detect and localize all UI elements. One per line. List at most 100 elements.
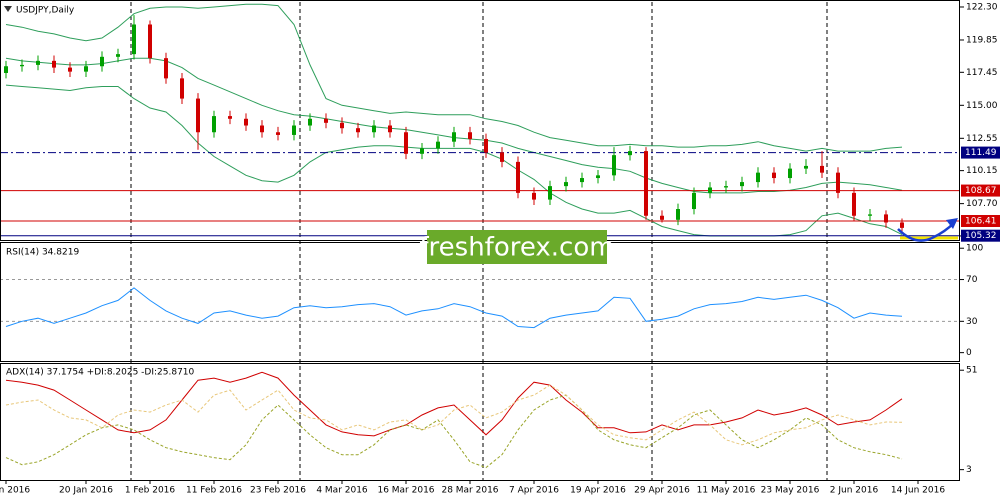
candle-body xyxy=(388,125,392,133)
series-line xyxy=(5,384,903,446)
candle-body xyxy=(164,58,168,79)
y-tick-label: 115.00 xyxy=(966,101,998,111)
candle-body xyxy=(4,66,8,73)
candle-body xyxy=(820,165,824,173)
adx-title: ADX(14) 37.1754 +DI:8.2025 -DI:25.8710 xyxy=(6,368,195,378)
candle-body xyxy=(836,172,840,193)
x-tick-label: 11 Feb 2016 xyxy=(186,486,242,496)
x-tick-label: 29 Apr 2016 xyxy=(634,486,690,496)
candle-body xyxy=(884,214,888,223)
y-tick-label: 70 xyxy=(966,275,978,285)
candle-body xyxy=(260,125,264,133)
candle-body xyxy=(404,132,408,154)
candle-body xyxy=(868,214,872,216)
candle-body xyxy=(580,178,584,183)
price-title: USDJPY,Daily xyxy=(16,6,75,16)
x-tick-label: 4 Mar 2016 xyxy=(316,486,368,496)
candle-body xyxy=(244,118,248,126)
candle-body xyxy=(500,152,504,162)
x-tick-label: 11 May 2016 xyxy=(697,486,756,496)
x-tick-label: 7 Apr 2016 xyxy=(509,486,559,496)
candle-body xyxy=(340,122,344,129)
level-label: 108.67 xyxy=(965,186,997,196)
y-tick-label: 100 xyxy=(966,244,983,254)
candle-body xyxy=(660,215,664,220)
candle-body xyxy=(36,60,40,65)
candle-body xyxy=(756,172,760,183)
x-tick-label: 23 May 2016 xyxy=(761,486,820,496)
x-tick-label: 16 Mar 2016 xyxy=(377,486,434,496)
forecast-arrow xyxy=(897,221,956,242)
candle-body xyxy=(644,151,648,216)
level-tag xyxy=(961,229,1000,242)
candle-body xyxy=(420,148,424,154)
candle-body xyxy=(564,182,568,187)
candle-body xyxy=(468,132,472,139)
x-tick-label: 23 Feb 2016 xyxy=(250,486,306,496)
candle-body xyxy=(708,187,712,193)
candle-body xyxy=(532,192,536,200)
rsi-title: RSI(14) 34.8219 xyxy=(6,248,79,258)
candle-body xyxy=(228,116,232,119)
x-tick-label: 1 Feb 2016 xyxy=(125,486,176,496)
candle-body xyxy=(484,138,488,153)
candle-body xyxy=(900,222,904,228)
x-tick-label: 14 Jun 2016 xyxy=(891,486,945,496)
watermark: freshforex.com xyxy=(419,233,614,263)
candle-body xyxy=(596,175,600,179)
level-tag xyxy=(961,146,1000,159)
candle-body xyxy=(548,186,552,200)
candle-body xyxy=(308,118,312,126)
y-tick-label: 107.70 xyxy=(966,199,998,209)
candle-body xyxy=(676,209,680,220)
candle-body xyxy=(84,66,88,72)
y-tick-label: 122.30 xyxy=(966,2,998,12)
x-tick-label: 28 Mar 2016 xyxy=(441,486,498,496)
candle-body xyxy=(628,151,632,156)
candle-body xyxy=(196,98,200,133)
y-tick-label: 112.55 xyxy=(966,134,998,144)
candle-body xyxy=(772,172,776,179)
level-label: 111.49 xyxy=(965,148,997,158)
candle-body xyxy=(372,125,376,133)
candle-body xyxy=(212,116,216,133)
level-tag xyxy=(961,215,1000,228)
x-tick-label: 8 Jan 2016 xyxy=(0,486,30,496)
candle-body xyxy=(20,64,24,67)
candle-body xyxy=(180,78,184,99)
candle-body xyxy=(452,132,456,142)
candle-body xyxy=(852,192,856,216)
candle-body xyxy=(612,155,616,176)
candle-body xyxy=(132,24,136,55)
panel-icon xyxy=(4,6,12,12)
candle-body xyxy=(276,132,280,135)
candle-body xyxy=(804,165,808,169)
level-tag xyxy=(961,184,1000,197)
y-tick-label: 51 xyxy=(966,366,977,376)
series-line xyxy=(5,3,903,152)
level-label: 105.32 xyxy=(965,231,997,241)
candle-body xyxy=(116,54,120,57)
series-line xyxy=(5,287,903,329)
candle-body xyxy=(292,125,296,135)
candle-body xyxy=(100,56,104,67)
y-tick-label: 117.45 xyxy=(966,68,998,78)
candle-body xyxy=(324,118,328,123)
candle-body xyxy=(692,192,696,210)
adx-frame xyxy=(0,363,960,481)
series-line xyxy=(5,371,903,437)
y-tick-label: 110.15 xyxy=(966,166,998,176)
candle-body xyxy=(356,128,360,133)
x-tick-label: 19 Apr 2016 xyxy=(570,486,626,496)
series-line xyxy=(5,394,903,469)
candle-body xyxy=(52,60,56,68)
level-label: 106.41 xyxy=(965,217,997,227)
arrow-head xyxy=(946,218,958,229)
y-tick-label: 119.85 xyxy=(966,35,998,45)
x-tick-label: 20 Jan 2016 xyxy=(59,486,113,496)
candle-body xyxy=(68,67,72,72)
watermark-box xyxy=(427,230,607,264)
y-tick-label: 3 xyxy=(966,465,972,475)
candle-body xyxy=(788,168,792,179)
